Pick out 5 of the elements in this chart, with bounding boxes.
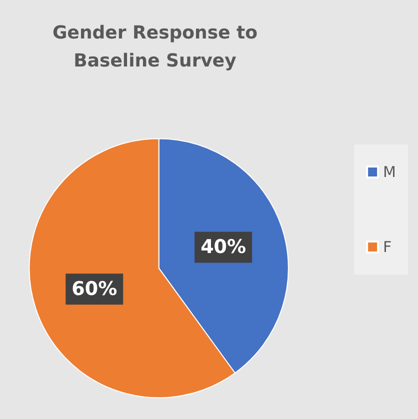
data-label: 60% (72, 278, 118, 300)
data-label: 40% (200, 236, 246, 258)
chart-title: Gender Response to Baseline Survey (52, 22, 258, 72)
legend-label: M (383, 163, 396, 181)
legend-label: F (383, 238, 392, 256)
